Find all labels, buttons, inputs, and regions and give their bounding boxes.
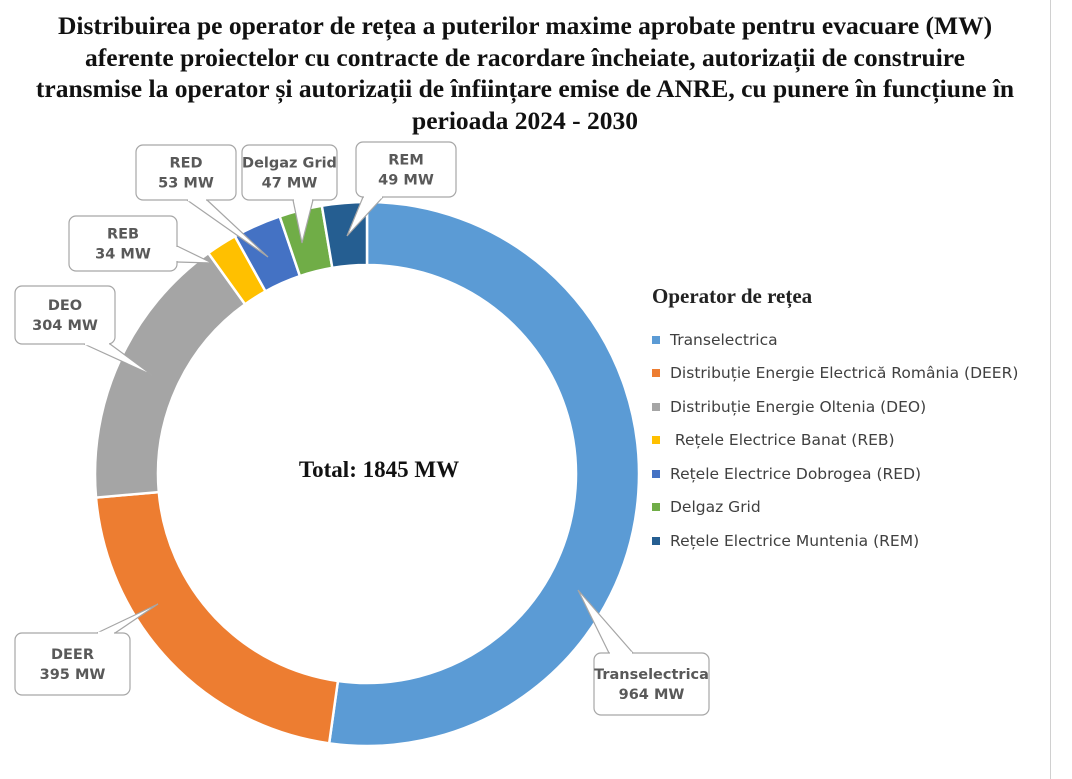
legend-item-reb: Rețele Electrice Banat (REB) xyxy=(652,424,1018,458)
legend-title: Operator de rețea xyxy=(652,284,813,308)
legend-item-deer: Distribuție Energie Electrică România (D… xyxy=(652,357,1018,391)
legend-item-red: Rețele Electrice Dobrogea (RED) xyxy=(652,457,1018,491)
page-edge-line xyxy=(1050,0,1051,779)
legend-label: Rețele Electrice Muntenia (REM) xyxy=(670,531,920,550)
chart-title: Distribuirea pe operator de rețea a pute… xyxy=(35,11,1015,135)
legend-item-transelectrica: Transelectrica xyxy=(652,323,1018,357)
data-label-transelectrica: Transelectrica 964 MW xyxy=(577,589,710,716)
legend-swatch xyxy=(652,369,660,378)
callout-name: REB xyxy=(107,227,139,243)
callout-value: 964 MW xyxy=(619,687,685,703)
callout-name: REM xyxy=(388,153,424,169)
callout-pointer xyxy=(577,589,634,654)
legend-label: Rețele Electrice Banat (REB) xyxy=(670,431,895,450)
legend-swatch xyxy=(652,469,660,478)
donut-chart: Total: 1845 MW Transelectrica 964 MW DEER 39… xyxy=(14,141,710,748)
data-label-red: RED 53 MW xyxy=(135,144,269,258)
slice-deo xyxy=(93,251,247,499)
center-total-label: Total: 1845 MW xyxy=(299,457,459,482)
callout-pointer xyxy=(176,245,213,264)
data-label-deo: DEO 304 MW xyxy=(14,285,153,376)
callout-box xyxy=(68,215,178,272)
callout-name: Transelectrica xyxy=(594,667,709,683)
data-label-deer: DEER 395 MW xyxy=(14,603,159,696)
callout-box xyxy=(355,141,457,198)
chart-legend: Operator de rețea Transelectrica Distribu… xyxy=(652,284,1018,558)
callout-pointer xyxy=(292,199,314,244)
legend-swatch xyxy=(652,402,660,411)
callout-value: 49 MW xyxy=(378,173,434,189)
legend-label: Transelectrica xyxy=(670,330,778,349)
callout-value: 47 MW xyxy=(262,176,318,192)
callout-value: 34 MW xyxy=(95,247,151,263)
legend-label: Distribuție Energie Electrică România (D… xyxy=(670,364,1019,383)
legend-swatch xyxy=(652,503,660,512)
legend-label: Rețele Electrice Dobrogea (RED) xyxy=(670,464,922,483)
callout-name: Delgaz Grid xyxy=(242,156,337,172)
callout-value: 53 MW xyxy=(158,176,214,192)
callout-value: 395 MW xyxy=(40,667,106,683)
legend-label: Delgaz Grid xyxy=(670,498,761,517)
legend-items: Transelectrica Distribuție Energie Electr… xyxy=(652,323,1018,558)
legend-swatch xyxy=(652,536,660,545)
legend-label: Distribuție Energie Oltenia (DEO) xyxy=(670,397,927,416)
legend-swatch xyxy=(652,436,660,445)
callout-pointer xyxy=(83,343,153,376)
callout-box xyxy=(14,632,131,696)
callout-box xyxy=(14,285,116,345)
callout-pointer xyxy=(186,199,269,258)
legend-item-delgaz-grid: Delgaz Grid xyxy=(652,491,1018,525)
callout-box xyxy=(135,144,237,201)
legend-item-deo: Distribuție Energie Oltenia (DEO) xyxy=(652,390,1018,424)
callout-pointer xyxy=(96,603,159,634)
callout-box xyxy=(593,652,710,716)
legend-item-rem: Rețele Electrice Muntenia (REM) xyxy=(652,524,1018,558)
legend-swatch xyxy=(652,335,660,344)
callout-box xyxy=(241,144,338,201)
callout-name: DEER xyxy=(51,647,94,663)
data-label-reb: REB 34 MW xyxy=(68,215,213,272)
callout-name: RED xyxy=(169,156,202,172)
callout-value: 304 MW xyxy=(32,318,98,334)
data-label-rem: REM 49 MW xyxy=(346,141,457,237)
data-label-delgaz-grid: Delgaz Grid 47 MW xyxy=(241,144,338,244)
slice-transelectrica xyxy=(327,200,641,748)
callout-name: DEO xyxy=(48,298,82,314)
callout-pointer xyxy=(346,196,384,237)
